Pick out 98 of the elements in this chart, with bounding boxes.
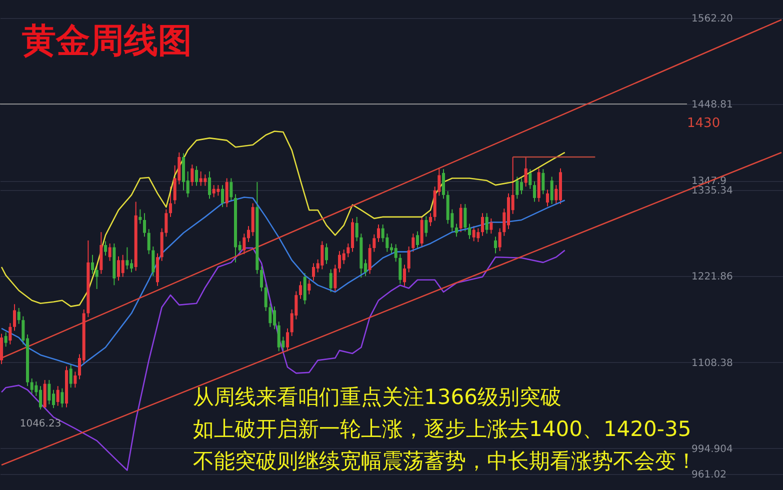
candlestick	[520, 178, 524, 195]
candlestick	[394, 244, 398, 262]
candlestick	[485, 212, 488, 234]
candlestick	[69, 364, 72, 388]
candlestick	[220, 184, 224, 208]
candlestick	[407, 246, 410, 273]
annotation: 1046.23	[20, 418, 62, 430]
candlestick	[368, 244, 372, 274]
annotation: 从周线来看咱们重点关注1366级别突破	[193, 385, 562, 409]
candlestick	[372, 234, 376, 252]
candlestick	[376, 224, 380, 242]
annotation: 如上破开启新一轮上涨，逐步上涨去1400、1420-35	[193, 417, 692, 441]
candlestick	[194, 166, 198, 186]
candlestick	[130, 258, 134, 273]
text: 黄金周线图	[22, 21, 192, 61]
candlestick	[420, 216, 424, 248]
candlestick	[286, 328, 290, 352]
candlestick	[212, 184, 216, 198]
candlestick	[402, 264, 406, 286]
candlestick	[95, 266, 98, 290]
candlestick	[230, 178, 233, 202]
candlestick	[442, 168, 446, 200]
candlestick	[190, 164, 194, 186]
candlestick	[272, 306, 276, 330]
candlestick	[428, 212, 432, 227]
candlestick	[168, 186, 172, 218]
candlestick	[199, 170, 202, 186]
candlestick	[225, 178, 228, 208]
candlestick	[298, 280, 302, 300]
candlestick	[60, 388, 64, 408]
candlestick	[308, 279, 311, 295]
candlestick	[416, 230, 420, 250]
candlestick	[90, 254, 94, 274]
candlestick	[464, 204, 467, 232]
candlestick	[43, 380, 46, 409]
candlestick	[550, 176, 554, 205]
candlestick	[268, 302, 272, 328]
candlestick	[17, 307, 20, 324]
y-tick-label: 1221.86	[692, 272, 733, 283]
candlestick	[48, 380, 51, 405]
candlestick	[528, 168, 532, 190]
y-tick-label: 1335.34	[692, 186, 733, 197]
candlestick	[30, 378, 34, 394]
candlestick	[277, 321, 280, 352]
y-tick-label: 1448.81	[692, 100, 733, 111]
candlestick	[303, 272, 306, 305]
y-tick-label: 1562.20	[692, 14, 733, 25]
candlestick	[472, 226, 476, 242]
candlestick	[56, 386, 60, 406]
candlestick	[532, 180, 536, 202]
candlestick	[142, 212, 146, 238]
candlestick	[338, 250, 342, 273]
candlestick	[13, 304, 16, 332]
candlestick	[412, 233, 415, 252]
line-series	[0, 130, 566, 308]
annotation: 1430	[687, 116, 720, 131]
candlestick	[126, 246, 129, 270]
y-tick-label: 994.904	[692, 444, 733, 455]
candlestick	[204, 174, 207, 186]
y-tick-label: 961.02	[692, 470, 726, 481]
candlestick	[546, 189, 550, 207]
candlestick	[260, 266, 264, 292]
candlestick	[108, 242, 112, 262]
candlestick	[324, 242, 328, 264]
candlestick	[516, 176, 519, 200]
candlestick	[216, 184, 220, 196]
candlestick	[138, 208, 142, 224]
candlestick	[312, 262, 316, 282]
candlestick	[468, 223, 472, 240]
candlestick	[74, 371, 77, 388]
candlestick	[480, 212, 484, 236]
candlestick	[4, 332, 8, 348]
candlestick	[476, 228, 480, 242]
candlestick	[334, 264, 337, 293]
candlestick	[320, 240, 324, 270]
candlestick	[147, 228, 150, 255]
candlestick	[494, 236, 498, 254]
candlestick	[355, 216, 358, 242]
candlestick	[524, 156, 528, 188]
candlestick	[0, 333, 4, 365]
candlestick	[264, 283, 268, 312]
candlestick	[116, 256, 120, 282]
candlestick	[152, 246, 155, 277]
candlestick	[490, 218, 493, 234]
candlestick	[342, 249, 346, 264]
candlestick	[424, 216, 428, 238]
candlestick	[104, 240, 108, 256]
candlestick	[542, 168, 545, 195]
candlestick	[208, 170, 212, 200]
candlestick	[454, 223, 458, 238]
candlestick	[459, 204, 462, 233]
candlestick	[242, 233, 246, 255]
candlestick	[8, 322, 12, 345]
candlestick	[121, 254, 124, 278]
y-tick-label: 1108.38	[692, 358, 733, 369]
candlestick	[398, 254, 402, 284]
candlestick	[329, 268, 332, 293]
candlestick	[498, 228, 502, 252]
